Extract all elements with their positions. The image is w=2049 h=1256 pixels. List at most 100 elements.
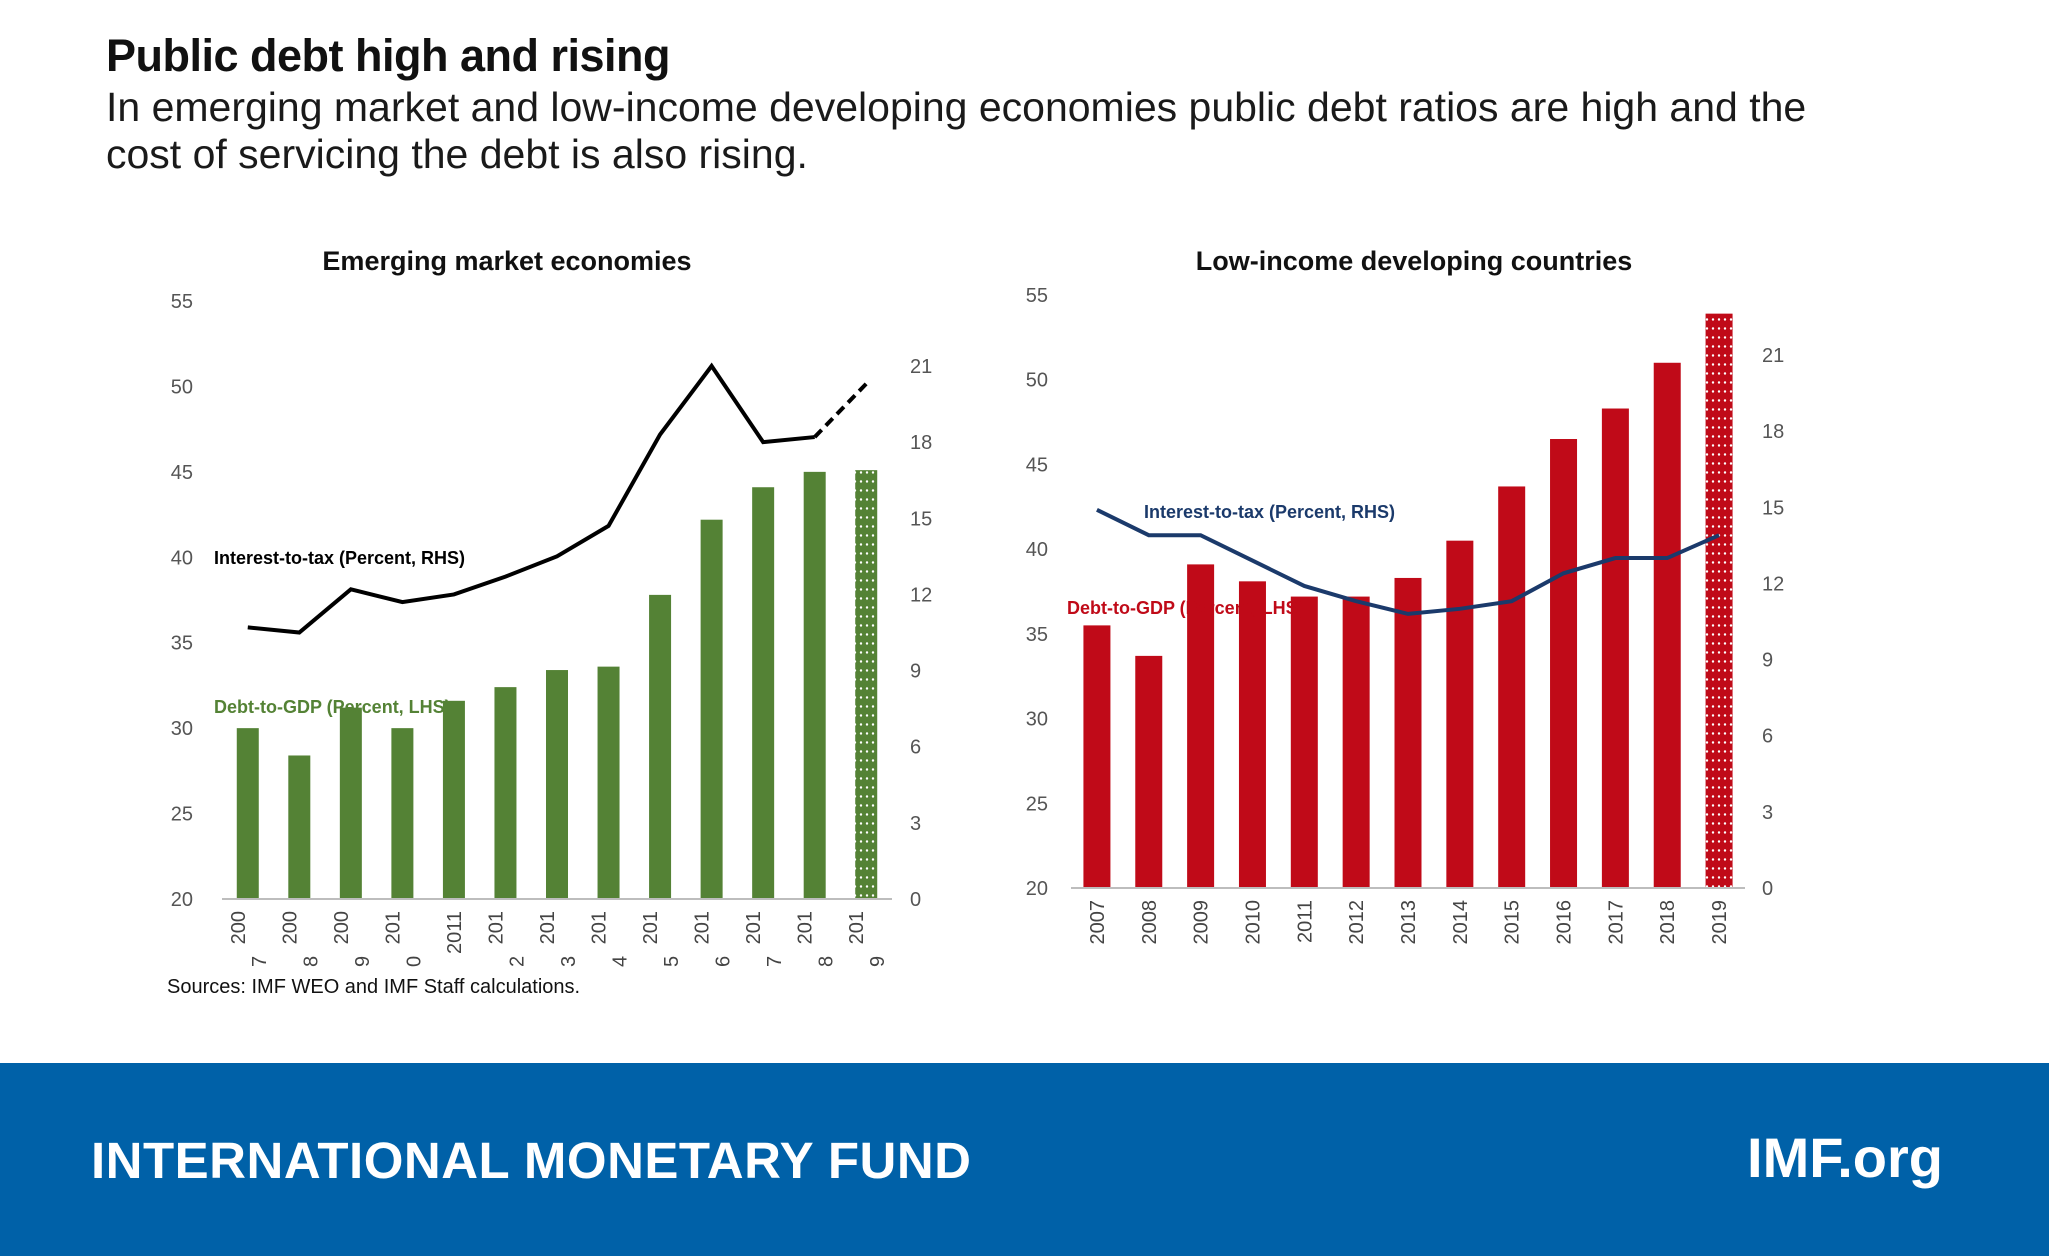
left-axis-tick: 30 — [1026, 709, 1048, 731]
bar-debt-to-gdp — [1290, 596, 1318, 888]
x-axis-tick: 2016 — [1554, 900, 1576, 945]
x-axis-tick: 2015 — [1502, 900, 1524, 945]
chart-title-low-income: Low-income developing countries — [1195, 246, 1633, 276]
source-note: Sources: IMF WEO and IMF Staff calculati… — [167, 976, 581, 998]
left-axis-tick: 20 — [1026, 878, 1048, 900]
chart-title-emerging: Emerging market economies — [322, 246, 692, 276]
x-axis-tick: 2013 — [1398, 900, 1420, 945]
bar-debt-to-gdp — [1238, 581, 1266, 888]
bar-debt-to-gdp — [339, 707, 362, 899]
left-axis-tick: 25 — [171, 804, 193, 826]
x-axis-tick: 2015 — [640, 911, 683, 967]
bar-debt-to-gdp — [442, 700, 465, 899]
x-axis-tick: 2012 — [1346, 900, 1368, 945]
series-label-interest-to-tax: Interest-to-tax (Percent, RHS) — [1144, 502, 1395, 522]
right-axis-tick: 3 — [1762, 802, 1773, 824]
right-axis-tick: 3 — [910, 813, 921, 835]
left-axis-tick: 45 — [171, 462, 193, 484]
page-subtitle: In emerging market and low-income develo… — [106, 84, 1807, 177]
x-axis-tick: 2013 — [537, 911, 580, 967]
x-axis-tick: 2007 — [1087, 900, 1109, 945]
series-label-interest-to-tax: Interest-to-tax (Percent, RHS) — [214, 548, 465, 568]
right-axis-tick: 0 — [1762, 878, 1773, 900]
left-axis-tick: 55 — [171, 291, 193, 313]
x-axis-tick: 2010 — [382, 911, 425, 967]
bar-debt-to-gdp — [288, 755, 311, 899]
bar-debt-to-gdp — [1135, 655, 1163, 888]
x-axis-tick: 2007 — [228, 911, 271, 967]
right-axis-tick: 21 — [910, 356, 932, 378]
x-axis-tick: 2017 — [1605, 900, 1627, 945]
right-axis-tick: 6 — [1762, 726, 1773, 748]
left-axis-tick: 40 — [171, 547, 193, 569]
bar-debt-to-gdp — [1187, 564, 1215, 888]
left-axis-tick: 40 — [1026, 539, 1048, 561]
series-label-debt-to-gdp: Debt-to-GDP (Percent, LHS) — [1067, 598, 1304, 618]
right-axis-tick: 12 — [910, 584, 932, 606]
x-axis-tick: 2014 — [1450, 900, 1472, 945]
bar-debt-to-gdp — [1653, 362, 1681, 888]
right-axis-tick: 15 — [910, 508, 932, 530]
left-axis-tick: 50 — [171, 376, 193, 398]
bar-debt-to-gdp — [546, 670, 568, 899]
bar-debt-to-gdp-projected — [1705, 313, 1733, 888]
bar-debt-to-gdp — [700, 519, 723, 899]
right-axis-tick: 18 — [1762, 421, 1784, 443]
right-axis-tick: 12 — [1762, 573, 1784, 595]
left-axis-tick: 20 — [171, 889, 193, 911]
bar-debt-to-gdp — [597, 666, 620, 899]
bar-debt-to-gdp — [649, 594, 672, 899]
x-axis-tick: 2010 — [1242, 900, 1264, 945]
x-axis-tick: 2019 — [846, 911, 889, 967]
left-axis-tick: 25 — [1026, 793, 1048, 815]
x-axis-tick: 2008 — [279, 911, 322, 967]
left-axis-tick: 35 — [1026, 624, 1048, 646]
footer-banner: INTERNATIONAL MONETARY FUND IMF.org — [0, 1063, 2049, 1256]
bar-debt-to-gdp — [1550, 439, 1578, 888]
x-axis-tick: 2009 — [331, 911, 374, 967]
bar-debt-to-gdp — [1498, 486, 1526, 888]
left-axis-tick: 30 — [171, 718, 193, 740]
bar-debt-to-gdp — [1342, 596, 1370, 888]
line-interest-to-tax-projected — [813, 382, 868, 439]
right-axis-tick: 9 — [1762, 650, 1773, 672]
series-label-debt-to-gdp: Debt-to-GDP (Percent, LHS) — [214, 697, 451, 717]
bar-debt-to-gdp — [494, 687, 517, 899]
x-axis-tick: 2017 — [743, 911, 786, 967]
left-axis-tick: 50 — [1026, 370, 1048, 392]
right-axis-tick: 15 — [1762, 497, 1784, 519]
right-axis-tick: 21 — [1762, 345, 1784, 367]
x-axis-tick: 2018 — [1657, 900, 1679, 945]
x-axis-tick: 2014 — [589, 911, 632, 967]
imf-brand-logo: INTERNATIONAL MONETARY FUND — [91, 1132, 972, 1189]
left-axis-tick: 35 — [171, 633, 193, 655]
right-axis-tick: 18 — [910, 432, 932, 454]
page-title: Public debt high and rising — [106, 30, 671, 81]
bar-debt-to-gdp — [1446, 540, 1474, 888]
bar-debt-to-gdp — [803, 471, 826, 899]
x-axis-tick: 2008 — [1139, 900, 1161, 945]
right-axis-tick: 0 — [910, 889, 921, 911]
bar-debt-to-gdp — [752, 487, 775, 899]
bar-debt-to-gdp — [1394, 577, 1422, 888]
bar-debt-to-gdp — [1083, 625, 1111, 888]
bar-debt-to-gdp — [236, 728, 259, 899]
x-axis-tick: 2016 — [692, 911, 735, 967]
x-axis-tick: 2018 — [795, 911, 838, 967]
right-axis-tick: 6 — [910, 737, 921, 759]
x-axis-tick: 2012 — [485, 911, 528, 967]
left-axis-tick: 45 — [1026, 454, 1048, 476]
left-axis-tick: 55 — [1026, 285, 1048, 307]
line-interest-to-tax — [1096, 508, 1720, 616]
line-interest-to-tax — [247, 362, 815, 635]
right-axis-tick: 9 — [910, 661, 921, 683]
bar-debt-to-gdp — [391, 728, 414, 899]
x-axis-tick: 2019 — [1709, 900, 1731, 945]
imf-site-link[interactable]: IMF.org — [1747, 1126, 1943, 1189]
bar-debt-to-gdp-projected — [855, 470, 878, 899]
bar-debt-to-gdp — [1601, 408, 1629, 888]
x-axis-tick: 2011 — [1294, 900, 1316, 943]
x-axis-tick: 2011 — [444, 911, 466, 954]
